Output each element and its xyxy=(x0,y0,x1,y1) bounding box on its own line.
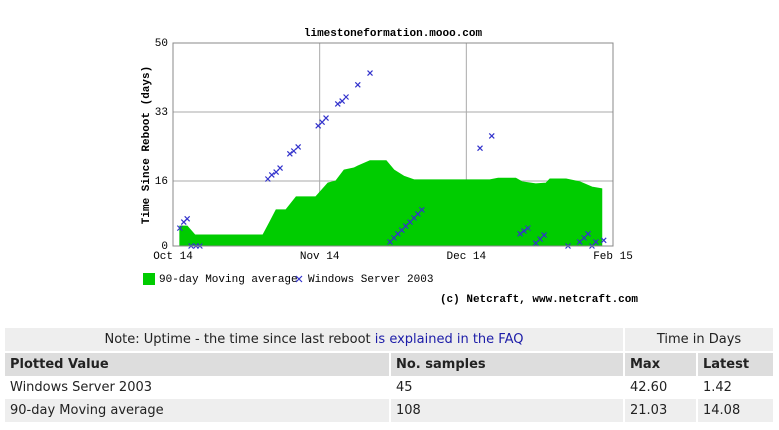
cell: 45 xyxy=(390,376,625,399)
x-tick-label: Oct 14 xyxy=(153,251,193,263)
legend-marker xyxy=(295,275,303,283)
note-text: Note: Uptime - the time since last reboo… xyxy=(104,332,371,347)
scatter-point xyxy=(277,165,283,171)
credit: (c) Netcraft, www.netcraft.com xyxy=(440,294,638,306)
scatter-point xyxy=(592,239,599,245)
scatter-point xyxy=(576,239,583,245)
scatter-point xyxy=(600,237,607,244)
x-tick-label: Feb 15 xyxy=(593,251,633,263)
scatter-point xyxy=(367,70,373,76)
column-header: Latest xyxy=(697,352,775,376)
cell: 90-day Moving average xyxy=(5,399,391,422)
column-header: Plotted Value xyxy=(5,352,391,376)
uptime-table: Note: Uptime - the time since last reboo… xyxy=(5,328,775,422)
scatter-point xyxy=(532,240,539,247)
cell: Windows Server 2003 xyxy=(5,376,391,399)
scatter-point xyxy=(290,148,297,154)
scatter-point xyxy=(323,115,329,122)
scatter-point xyxy=(418,206,425,213)
legend-label: Windows Server 2003 xyxy=(308,274,433,286)
scatter-point xyxy=(184,215,191,222)
note: Note: Uptime - the time since last reboo… xyxy=(5,328,625,353)
y-tick-label: 50 xyxy=(155,38,168,50)
cell: 14.08 xyxy=(697,399,775,422)
y-axis-label: Time Since Reboot (days) xyxy=(141,66,153,224)
column-header: No. samples xyxy=(390,352,625,376)
table-row: Windows Server 2003 45 42.60 1.42 xyxy=(5,376,775,399)
scatter-point xyxy=(488,133,495,139)
column-header: Max xyxy=(624,352,698,376)
scatter-point xyxy=(402,223,409,230)
scatter-point xyxy=(521,228,527,234)
unit-header: Time in Days xyxy=(624,328,775,353)
scatter-point xyxy=(477,145,483,152)
y-tick-label: 33 xyxy=(155,107,168,119)
legend-label: 90-day Moving average xyxy=(159,274,298,286)
scatter-point xyxy=(525,225,531,232)
scatter-point xyxy=(343,94,349,100)
cell: 108 xyxy=(390,399,625,422)
faq-link[interactable]: is explained in the FAQ xyxy=(374,332,524,347)
chart-title: limestoneformation.mooo.com xyxy=(304,28,483,40)
legend-swatch xyxy=(143,273,155,285)
scatter-point xyxy=(541,232,547,238)
table-row: 90-day Moving average 108 21.03 14.08 xyxy=(5,399,775,422)
moving-average-area xyxy=(179,160,603,247)
x-tick-label: Dec 14 xyxy=(447,251,487,263)
cell: 42.60 xyxy=(624,376,698,399)
note-row: Note: Uptime - the time since last reboo… xyxy=(5,328,775,353)
scatter-point xyxy=(334,100,341,107)
scatter-point xyxy=(585,230,591,237)
header-row: Plotted Value No. samples Max Latest xyxy=(5,352,775,376)
y-tick-label: 16 xyxy=(155,176,168,188)
scatter-point xyxy=(295,144,302,150)
scatter-point xyxy=(286,150,293,157)
scatter-point xyxy=(268,172,275,178)
chart: limestoneformation.mooo.com Time Since R… xyxy=(141,28,638,306)
scatter-point xyxy=(517,230,524,237)
scatter-point xyxy=(176,225,183,232)
y-tick-label: 0 xyxy=(161,241,168,253)
cell: 1.42 xyxy=(697,376,775,399)
scatter-point xyxy=(354,81,361,88)
cell: 21.03 xyxy=(624,399,698,422)
x-tick-label: Nov 14 xyxy=(300,251,340,263)
plot-border xyxy=(172,42,614,247)
